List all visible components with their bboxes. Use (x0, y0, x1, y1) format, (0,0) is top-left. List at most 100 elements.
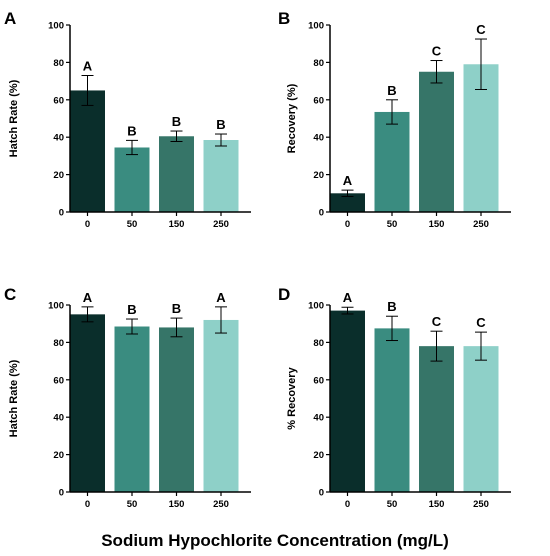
y-tick-label: 0 (319, 488, 324, 499)
significance-label: A (83, 290, 93, 305)
x-tick-label: 0 (85, 499, 90, 510)
panel-letter: C (4, 285, 16, 304)
y-tick-label: 80 (53, 338, 64, 349)
x-tick-label: 50 (387, 219, 398, 230)
error-bar (341, 189, 354, 197)
error-bar (170, 130, 183, 143)
y-tick-label: 60 (313, 95, 324, 106)
panel-letter: D (278, 285, 290, 304)
error-bar (81, 74, 94, 106)
y-tick-label: 80 (313, 58, 324, 69)
y-tick-label: 80 (53, 58, 64, 69)
bar (203, 319, 239, 492)
panel-b: B Recovery (%) A B C C 0 20 40 60 80 100 0 50 150 250 (278, 9, 511, 230)
error-bar (215, 306, 227, 334)
error-bar (81, 306, 94, 323)
significance-label: C (432, 314, 442, 329)
y-tick-label: 60 (53, 95, 64, 106)
significance-label: B (127, 123, 136, 138)
bar (330, 310, 365, 492)
significance-label: C (432, 44, 442, 59)
bar (114, 326, 150, 492)
y-tick-label: 0 (59, 208, 64, 219)
significance-label: B (387, 299, 396, 314)
significance-label: B (387, 83, 396, 98)
y-tick-label: 40 (53, 133, 64, 144)
significance-label: B (172, 301, 181, 316)
error-bar (126, 139, 138, 156)
significance-label: A (216, 290, 226, 305)
y-tick-label: 100 (48, 21, 64, 32)
y-tick-label: 60 (313, 375, 324, 386)
bar (203, 140, 239, 212)
bar (114, 147, 150, 212)
bar (374, 328, 410, 492)
y-tick-label: 100 (308, 301, 324, 312)
bar (419, 346, 454, 492)
significance-label: A (343, 173, 353, 188)
x-tick-label: 250 (213, 499, 229, 510)
significance-label: C (476, 22, 486, 37)
y-axis-label: % Recovery (286, 366, 298, 429)
panel-c: C Hatch Rate (%) A B B A 0 20 40 60 80 100 0 50 150 250 (4, 285, 251, 510)
error-bar (430, 60, 443, 84)
error-bar (341, 306, 354, 315)
x-tick-label: 0 (345, 499, 350, 510)
x-tick-label: 250 (473, 219, 489, 230)
panel-d: D % Recovery A B C C 0 20 40 60 80 100 0 50 150 250 (278, 285, 511, 510)
y-tick-label: 0 (59, 488, 64, 499)
bar (70, 314, 105, 492)
y-tick-label: 20 (53, 170, 64, 181)
y-axis-label: Hatch Rate (%) (8, 79, 20, 157)
y-tick-label: 20 (53, 450, 64, 461)
significance-label: B (172, 114, 181, 129)
bar (463, 346, 499, 492)
error-bar (386, 315, 398, 342)
x-tick-label: 50 (387, 499, 398, 510)
y-tick-label: 60 (53, 375, 64, 386)
y-tick-label: 20 (313, 170, 324, 181)
x-tick-label: 150 (429, 499, 445, 510)
y-tick-label: 40 (53, 413, 64, 424)
y-tick-label: 20 (313, 450, 324, 461)
error-bar (430, 330, 443, 362)
x-tick-label: 0 (345, 219, 350, 230)
y-tick-label: 40 (313, 133, 324, 144)
panel-a: A Hatch Rate (%) A B B B 0 20 40 60 80 100 0 50 150 250 (4, 9, 251, 230)
bar (159, 136, 194, 212)
x-tick-label: 0 (85, 219, 90, 230)
bar (159, 327, 194, 492)
figure-x-axis-label: Sodium Hypochlorite Concentration (mg/L) (101, 531, 449, 550)
error-bar (215, 133, 227, 147)
x-tick-label: 50 (127, 219, 138, 230)
bar (70, 90, 105, 212)
x-tick-label: 250 (473, 499, 489, 510)
significance-label: B (127, 302, 136, 317)
bar (374, 111, 410, 212)
panel-letter: B (278, 9, 290, 28)
x-tick-label: 50 (127, 499, 138, 510)
significance-label: C (476, 315, 486, 330)
significance-label: A (83, 58, 93, 73)
bar (330, 193, 365, 212)
y-tick-label: 40 (313, 413, 324, 424)
panel-letter: A (4, 9, 16, 28)
y-axis-label: Recovery (%) (286, 83, 298, 153)
error-bar (126, 318, 138, 335)
error-bar (170, 317, 183, 338)
significance-label: A (343, 290, 353, 305)
error-bar (386, 99, 398, 125)
y-tick-label: 0 (319, 208, 324, 219)
y-axis-label: Hatch Rate (%) (8, 359, 20, 437)
x-tick-label: 150 (169, 219, 185, 230)
bar (419, 71, 454, 212)
significance-label: B (216, 117, 225, 132)
y-tick-label: 80 (313, 338, 324, 349)
x-tick-label: 150 (169, 499, 185, 510)
x-tick-label: 250 (213, 219, 229, 230)
y-tick-label: 100 (308, 21, 324, 32)
error-bar (475, 38, 487, 91)
y-tick-label: 100 (48, 301, 64, 312)
x-tick-label: 150 (429, 219, 445, 230)
